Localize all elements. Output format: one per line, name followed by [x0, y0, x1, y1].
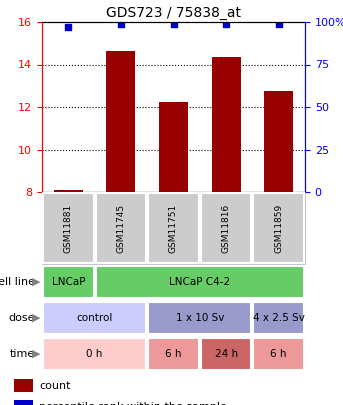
Text: GSM11751: GSM11751 — [169, 203, 178, 253]
Text: 4 x 2.5 Sv: 4 x 2.5 Sv — [253, 313, 305, 323]
Bar — [43, 338, 146, 370]
Text: GSM11859: GSM11859 — [274, 203, 283, 253]
Bar — [201, 338, 251, 370]
Bar — [212, 57, 240, 192]
Text: ▶: ▶ — [32, 349, 40, 359]
Text: percentile rank within the sample: percentile rank within the sample — [39, 402, 227, 405]
Bar — [43, 266, 94, 298]
Text: GSM11881: GSM11881 — [64, 203, 73, 253]
Text: ▶: ▶ — [32, 277, 40, 287]
Bar — [253, 302, 304, 334]
Bar — [14, 379, 33, 392]
Text: 6 h: 6 h — [270, 349, 287, 359]
Text: cell line: cell line — [0, 277, 35, 287]
Text: 24 h: 24 h — [214, 349, 238, 359]
Text: ▶: ▶ — [32, 313, 40, 323]
Title: GDS723 / 75838_at: GDS723 / 75838_at — [106, 6, 241, 19]
Bar — [159, 102, 188, 192]
Point — [171, 21, 176, 27]
Bar — [253, 194, 304, 262]
Text: control: control — [76, 313, 113, 323]
Bar — [54, 190, 83, 192]
Bar — [253, 338, 304, 370]
Point — [223, 21, 229, 27]
Bar — [148, 194, 199, 262]
Bar — [96, 266, 304, 298]
Point — [276, 21, 282, 27]
Bar — [96, 194, 146, 262]
Point — [66, 24, 71, 30]
Bar — [14, 401, 33, 405]
Bar — [201, 194, 251, 262]
Bar — [43, 194, 94, 262]
Text: GSM11816: GSM11816 — [222, 203, 230, 253]
Text: LNCaP: LNCaP — [51, 277, 85, 287]
Text: 0 h: 0 h — [86, 349, 103, 359]
Text: 1 x 10 Sv: 1 x 10 Sv — [176, 313, 224, 323]
Point — [118, 21, 123, 27]
Text: count: count — [39, 381, 71, 391]
Text: GSM11745: GSM11745 — [116, 203, 126, 253]
Text: 6 h: 6 h — [165, 349, 182, 359]
Text: time: time — [10, 349, 35, 359]
Bar — [148, 302, 251, 334]
Text: dose: dose — [9, 313, 35, 323]
Bar — [106, 51, 135, 192]
Bar — [264, 91, 293, 192]
Text: LNCaP C4-2: LNCaP C4-2 — [169, 277, 230, 287]
Bar — [43, 302, 146, 334]
Bar — [148, 338, 199, 370]
